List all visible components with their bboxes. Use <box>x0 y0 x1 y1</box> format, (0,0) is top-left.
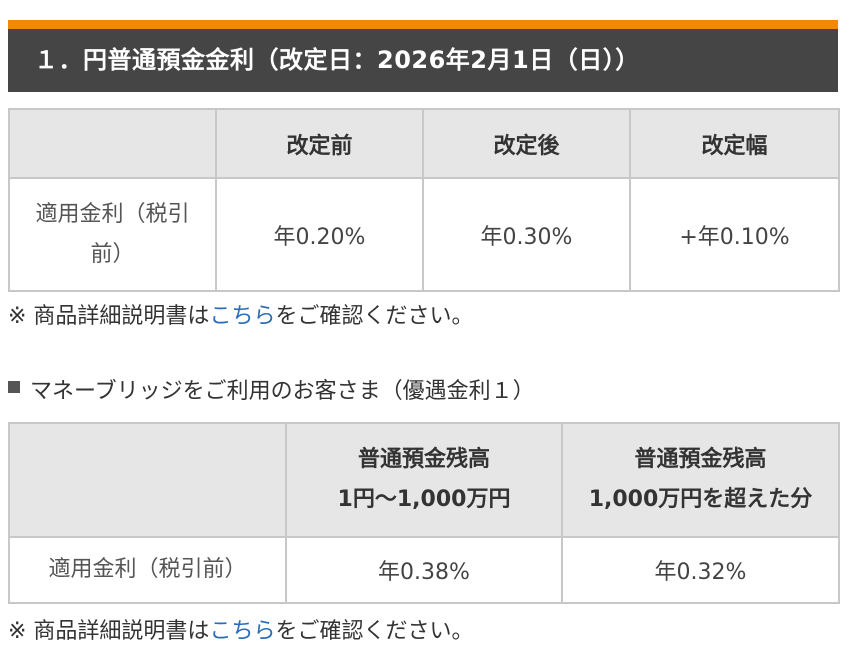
note-prefix: ※ 商品詳細説明書は <box>8 619 210 644</box>
rate-up-to-10m-cell: 年0.38% <box>285 536 563 604</box>
product-note: ※ 商品詳細説明書はこちらをご確認ください。 <box>8 298 473 330</box>
note-suffix: をご確認ください。 <box>275 304 474 329</box>
column-header-balance-up-to-10m: 普通預金残高 1円〜1,000万円 <box>285 422 563 538</box>
rate-before-cell: 年0.20% <box>215 177 424 292</box>
row-label-applied-rate: 適用金利（税引前） <box>8 177 217 292</box>
note-suffix: をご確認ください。 <box>275 619 474 644</box>
rate-after-cell: 年0.30% <box>422 177 631 292</box>
product-details-link[interactable]: こちら <box>209 619 276 644</box>
rate-over-10m-cell: 年0.32% <box>561 536 840 604</box>
moneybridge-subheading: マネーブリッジをご利用のお客さま（優遇金利１） <box>8 373 535 405</box>
product-details-link[interactable]: こちら <box>209 304 276 329</box>
preferential-rate-table: 普通預金残高 1円〜1,000万円 普通預金残高 1,000万円を超えた分 適用… <box>8 422 840 604</box>
product-note: ※ 商品詳細説明書はこちらをご確認ください。 <box>8 613 473 645</box>
rate-change-cell: +年0.10% <box>629 177 840 292</box>
table-header-row: 改定前 改定後 改定幅 <box>8 108 840 179</box>
table-corner-cell <box>8 108 217 179</box>
header-line: 普通預金残高 <box>634 447 767 472</box>
table-corner-cell <box>8 422 287 538</box>
subheading-text: マネーブリッジをご利用のお客さま（優遇金利１） <box>30 379 535 404</box>
column-header-before: 改定前 <box>215 108 424 179</box>
rate-change-table: 改定前 改定後 改定幅 適用金利（税引前） 年0.20% 年0.30% +年0.… <box>8 108 840 292</box>
square-bullet-icon <box>8 381 20 393</box>
section-header: １．円普通預金金利（改定日：2026年2月1日（日）） <box>8 20 838 92</box>
row-label-applied-rate: 適用金利（税引前） <box>8 536 287 604</box>
column-header-change: 改定幅 <box>629 108 840 179</box>
header-line: 1円〜1,000万円 <box>337 487 511 512</box>
header-line: 普通預金残高 <box>357 447 490 472</box>
section-title: １．円普通預金金利（改定日：2026年2月1日（日）） <box>34 46 640 74</box>
table-row: 適用金利（税引前） 年0.38% 年0.32% <box>8 536 840 604</box>
column-header-balance-over-10m: 普通預金残高 1,000万円を超えた分 <box>561 422 840 538</box>
table-row: 適用金利（税引前） 年0.20% 年0.30% +年0.10% <box>8 177 840 292</box>
header-line: 1,000万円を超えた分 <box>588 487 813 512</box>
column-header-after: 改定後 <box>422 108 631 179</box>
note-prefix: ※ 商品詳細説明書は <box>8 304 210 329</box>
table-header-row: 普通預金残高 1円〜1,000万円 普通預金残高 1,000万円を超えた分 <box>8 422 840 538</box>
